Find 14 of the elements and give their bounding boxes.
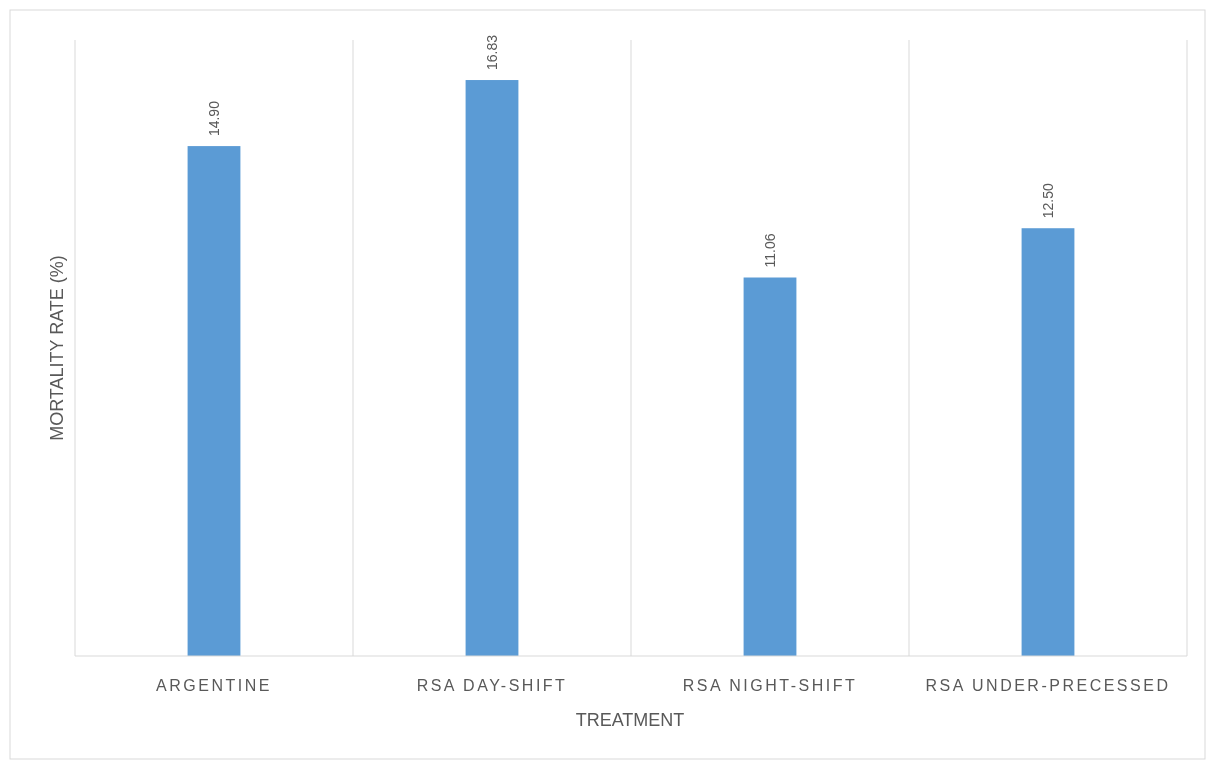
bar xyxy=(743,277,797,656)
x-tick-label: RSA DAY-SHIFT xyxy=(416,677,568,694)
y-axis-title: MORTALITY RATE (%) xyxy=(47,255,67,441)
data-label: 12.50 xyxy=(1040,182,1056,219)
bar xyxy=(465,80,519,656)
x-tick-label: RSA UNDER-PRECESSED xyxy=(925,677,1171,694)
data-label: 14.90 xyxy=(206,100,222,137)
data-label: 11.06 xyxy=(762,233,778,268)
bar xyxy=(1021,228,1075,656)
x-tick-label: RSA NIGHT-SHIFT xyxy=(682,677,858,694)
x-axis-title: TREATMENT xyxy=(575,710,685,730)
bar xyxy=(187,146,241,656)
data-label: 16.83 xyxy=(484,34,500,71)
x-tick-label: ARGENTINE xyxy=(156,677,272,694)
